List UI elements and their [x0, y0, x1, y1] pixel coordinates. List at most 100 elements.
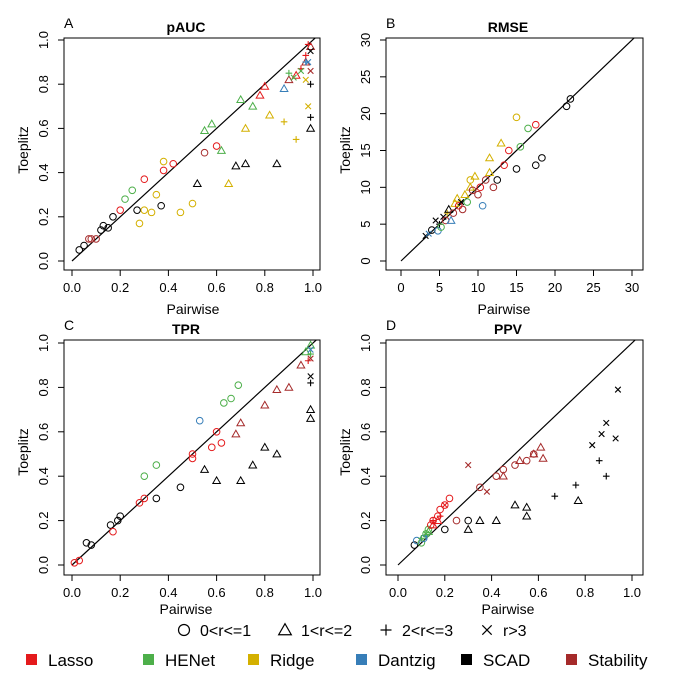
data-point	[272, 158, 282, 168]
data-point	[484, 153, 495, 162]
data-point	[92, 235, 100, 243]
data-point	[304, 103, 312, 110]
x-tick-label: 0.2	[111, 585, 129, 600]
panel-a-ylabel: Toeplitz	[15, 126, 31, 173]
y-tick-label: 0.6	[358, 423, 373, 441]
data-point	[291, 70, 301, 79]
data-point	[595, 457, 603, 464]
data-point	[423, 526, 434, 536]
x-tick-label: 1.0	[623, 585, 641, 600]
y-tick-label: 0.8	[36, 378, 51, 396]
data-point	[412, 536, 421, 545]
color-swatch	[26, 654, 37, 665]
data-point	[489, 183, 498, 192]
data-point	[216, 145, 227, 154]
panel-b-title: RMSE	[488, 19, 528, 35]
x-tick-label: 0.2	[111, 280, 129, 295]
data-point	[463, 524, 473, 533]
reference-line	[397, 340, 637, 566]
data-point	[470, 171, 480, 180]
data-point	[147, 208, 156, 217]
data-point	[474, 190, 482, 199]
x-tick-label: 0.2	[436, 585, 454, 600]
data-point	[422, 530, 430, 538]
data-point	[116, 206, 124, 214]
data-point	[207, 443, 216, 452]
data-point	[236, 94, 246, 104]
data-point	[195, 416, 204, 425]
data-point	[285, 69, 293, 77]
data-point	[307, 47, 314, 55]
method-legend-item: HENet	[143, 651, 215, 670]
data-point	[188, 454, 197, 463]
data-point	[464, 516, 473, 525]
data-point	[422, 232, 429, 240]
plot-frame	[385, 339, 644, 576]
data-point	[70, 558, 79, 567]
x-tick-label: 15	[509, 280, 523, 295]
data-point	[307, 350, 314, 358]
x-tick-label: 0.0	[63, 280, 81, 295]
data-point	[104, 224, 112, 232]
data-point	[279, 83, 289, 92]
data-point	[307, 114, 314, 121]
data-point	[75, 556, 84, 565]
data-point	[449, 209, 458, 217]
data-point	[524, 124, 532, 133]
color-swatch	[356, 654, 367, 665]
data-point	[248, 101, 258, 110]
data-point	[109, 213, 117, 221]
data-point	[437, 223, 445, 231]
data-point	[424, 525, 433, 534]
data-point	[157, 201, 165, 210]
data-point	[492, 472, 501, 481]
data-point	[481, 176, 490, 184]
y-tick-label: 0.2	[36, 512, 51, 530]
method-legend-label: SCAD	[483, 651, 530, 670]
method-legend-label: Dantzig	[378, 651, 436, 670]
data-point	[121, 195, 129, 203]
data-point	[475, 515, 485, 524]
data-point	[305, 340, 316, 349]
y-tick-label: 5	[358, 221, 373, 228]
data-point	[305, 123, 316, 132]
data-point	[188, 450, 197, 458]
legend-symbol-mark	[177, 623, 191, 637]
x-tick-label: 1.0	[304, 585, 322, 600]
data-point	[207, 119, 217, 128]
data-point	[511, 461, 519, 469]
data-point	[307, 355, 314, 362]
data-point	[466, 176, 475, 184]
data-point	[446, 215, 456, 224]
panel-c-title: TPR	[172, 321, 200, 337]
panel-b: B RMSE Pairwise Toeplitz 0 5 10 15 20 25 30 0 5 1…	[337, 15, 644, 317]
data-point	[484, 167, 495, 176]
x-tick-label: 0.4	[483, 585, 501, 600]
data-point	[468, 186, 477, 195]
data-point	[135, 219, 144, 228]
data-point	[602, 472, 610, 480]
data-point	[82, 539, 91, 547]
data-point	[496, 138, 506, 147]
shape-legend-item: 2<r<=3	[380, 623, 453, 640]
data-point	[515, 455, 525, 465]
data-point	[573, 495, 583, 504]
y-tick-label: 0.4	[358, 467, 373, 485]
triangle-icon	[277, 622, 293, 636]
plot-frame	[63, 339, 321, 576]
data-point	[493, 176, 502, 184]
data-point	[432, 217, 439, 224]
y-tick-label: 10	[358, 180, 373, 194]
data-point	[248, 460, 258, 469]
data-point	[133, 206, 141, 214]
data-point	[159, 166, 168, 175]
panel-c-ylabel: Toeplitz	[15, 428, 31, 475]
data-point	[234, 381, 243, 389]
data-point	[128, 186, 137, 195]
data-point	[445, 494, 454, 503]
data-point	[75, 246, 84, 254]
x-tick-label: 10	[471, 280, 485, 295]
data-point	[272, 449, 282, 458]
data-point	[260, 442, 270, 451]
data-point	[418, 535, 425, 542]
